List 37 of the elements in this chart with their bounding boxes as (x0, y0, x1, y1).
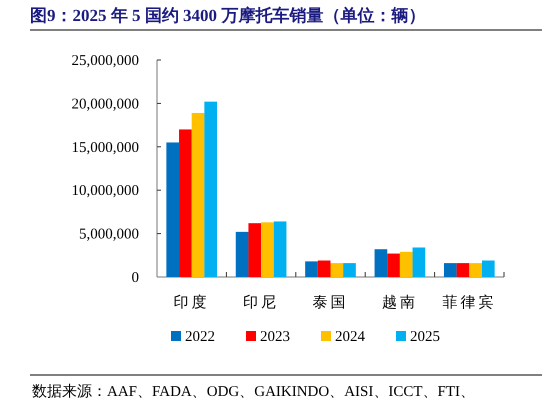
bar (374, 249, 388, 277)
bar (204, 102, 218, 277)
bar (444, 263, 457, 277)
bar (305, 261, 318, 277)
bar (400, 252, 413, 277)
legend-label: 2025 (410, 329, 440, 345)
bar (482, 260, 495, 277)
y-tick-label: 0 (132, 270, 139, 286)
bar (261, 222, 274, 277)
bar (330, 263, 344, 277)
y-tick-label: 25,000,000 (72, 53, 139, 69)
chart-title: 图9：2025 年 5 国约 3400 万摩托车销量（单位：辆） (30, 6, 426, 25)
bar (456, 263, 470, 277)
x-tick-label: 泰国 (312, 295, 348, 311)
bar (412, 247, 426, 277)
bar (236, 232, 248, 277)
bar (387, 254, 400, 277)
bar (192, 112, 204, 277)
x-tick-label: 印度 (174, 294, 210, 311)
y-tick-label: 20,000,000 (72, 96, 139, 112)
x-tick-label: 印尼 (243, 294, 280, 311)
y-tick-label: 10,000,000 (72, 183, 139, 200)
bar (166, 142, 180, 277)
y-tick-label: 5,000,000 (79, 226, 139, 243)
legend-label: 2023 (260, 329, 290, 345)
legend-label: 2022 (185, 329, 215, 345)
bar (248, 223, 262, 277)
x-tick-label: 越南 (382, 294, 418, 311)
bar (343, 263, 356, 277)
y-tick-label: 15,000,000 (72, 140, 139, 156)
legend-label: 2024 (335, 329, 366, 345)
bar (318, 260, 330, 277)
bar (179, 129, 192, 277)
bar (274, 221, 286, 277)
x-tick-label: 菲律宾 (442, 294, 496, 311)
bar (469, 263, 482, 277)
source-note: 数据来源：AAF、FADA、ODG、GAIKINDO、AISI、ICCT、FTI、 (32, 383, 476, 400)
